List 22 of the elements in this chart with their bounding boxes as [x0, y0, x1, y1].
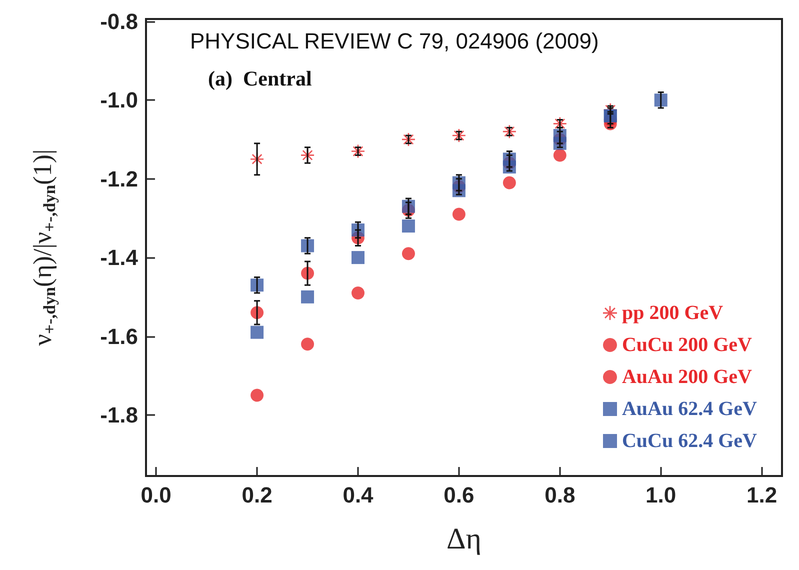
legend-label: pp 200 GeV [622, 302, 724, 324]
y-tick-label: -0.8 [100, 8, 138, 34]
annotation: (a) Central [208, 66, 312, 90]
x-tick-label: 0.2 [242, 482, 272, 508]
annotation: PHYSICAL REVIEW C 79, 024906 (2009) [190, 28, 599, 54]
y-tick-label: -1.0 [100, 88, 138, 113]
x-tick-label: 0.8 [544, 482, 576, 508]
y-axis-title: ν+-,dyn(η)/|ν+-,dyn(1)| [28, 149, 59, 346]
x-tick-label: 0.4 [342, 482, 374, 508]
legend-label: CuCu 200 GeV [622, 334, 753, 356]
y-tick-label: -1.8 [100, 402, 138, 428]
x-axis-title: Δη [446, 522, 482, 556]
y-tick-label: -1.2 [100, 166, 138, 192]
x-tick-label: 0.0 [140, 482, 172, 508]
y-tick-label: -1.6 [100, 324, 138, 349]
x-tick-label: 1.0 [646, 482, 676, 508]
legend-label: AuAu 62.4 GeV [622, 398, 758, 420]
legend-label: AuAu 200 GeV [622, 366, 753, 388]
x-tick-label: 1.2 [746, 482, 778, 508]
x-tick-label: 0.6 [444, 482, 474, 508]
y-tick-label: -1.4 [100, 245, 139, 270]
legend-label: CuCu 62.4 GeV [622, 430, 758, 452]
